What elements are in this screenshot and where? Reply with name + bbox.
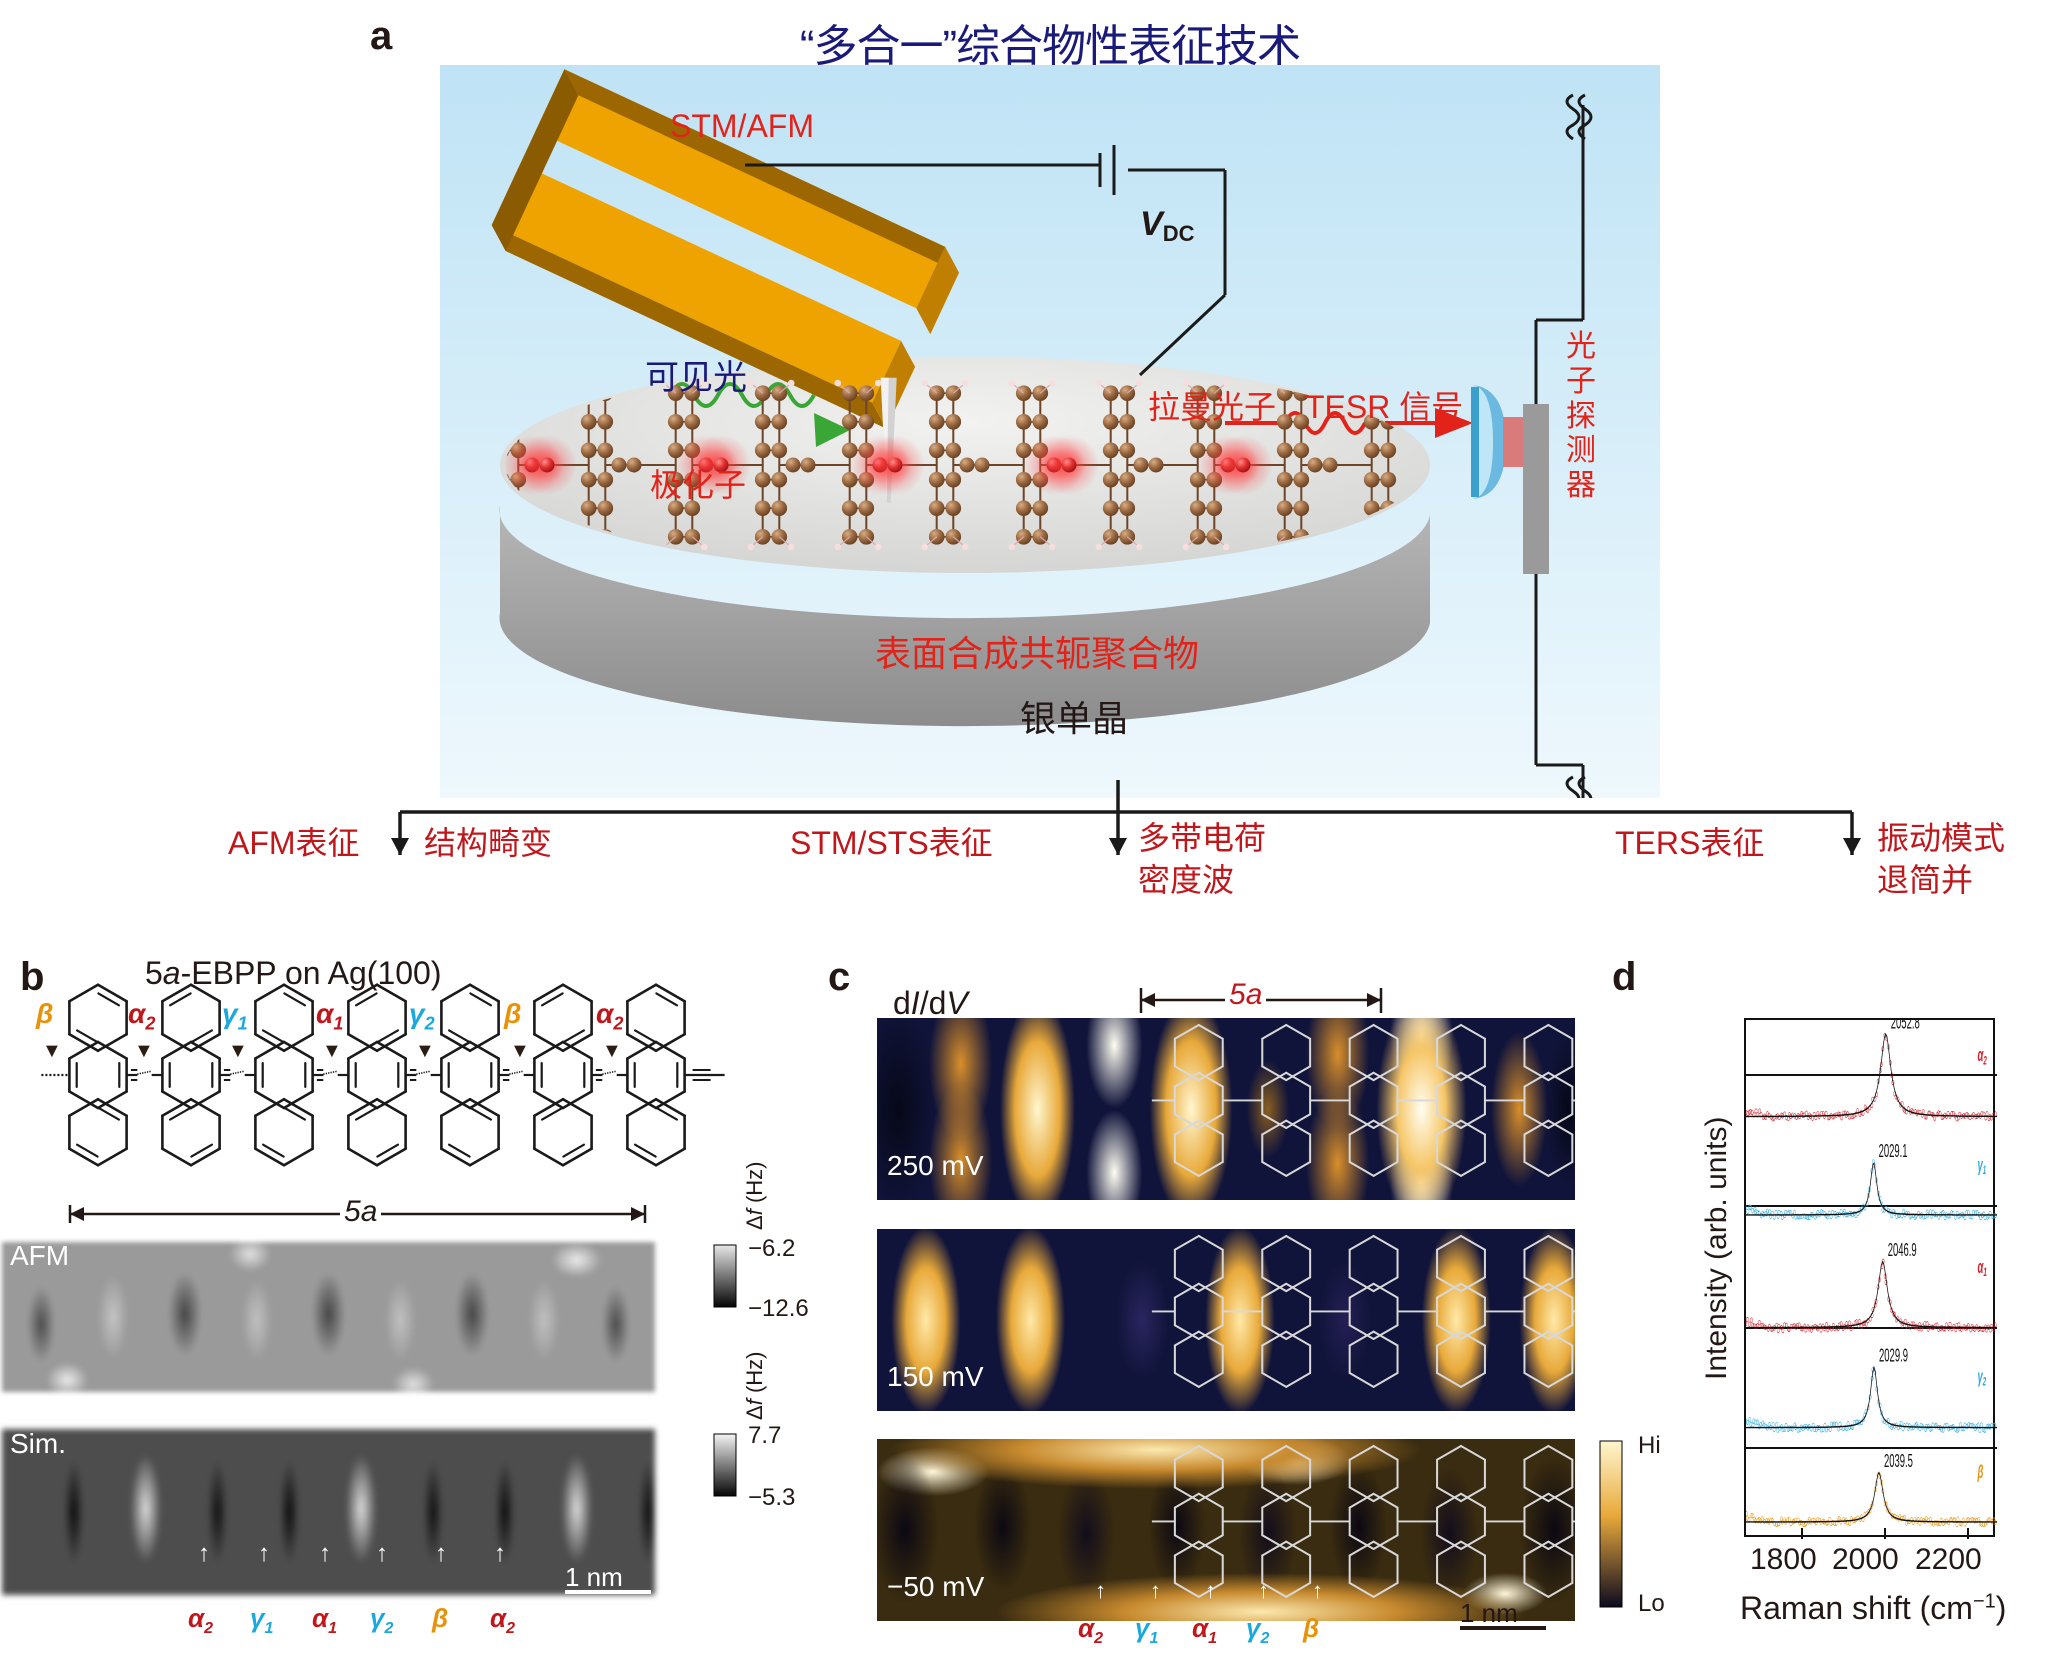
svg-text:α1: α1 <box>1977 1258 1986 1280</box>
svg-text:2052.8: 2052.8 <box>1891 1020 1920 1034</box>
svg-text:γ2: γ2 <box>1977 1367 1986 1389</box>
svg-text:2029.1: 2029.1 <box>1879 1142 1908 1162</box>
svg-text:2029.9: 2029.9 <box>1879 1346 1908 1366</box>
svg-text:2046.9: 2046.9 <box>1888 1241 1917 1261</box>
svg-text:2039.5: 2039.5 <box>1884 1452 1913 1472</box>
svg-text:β: β <box>1977 1463 1984 1483</box>
svg-text:γ1: γ1 <box>1977 1156 1986 1178</box>
svg-text:α2: α2 <box>1977 1046 1987 1068</box>
svg-text:VDC: VDC <box>1140 205 1195 246</box>
